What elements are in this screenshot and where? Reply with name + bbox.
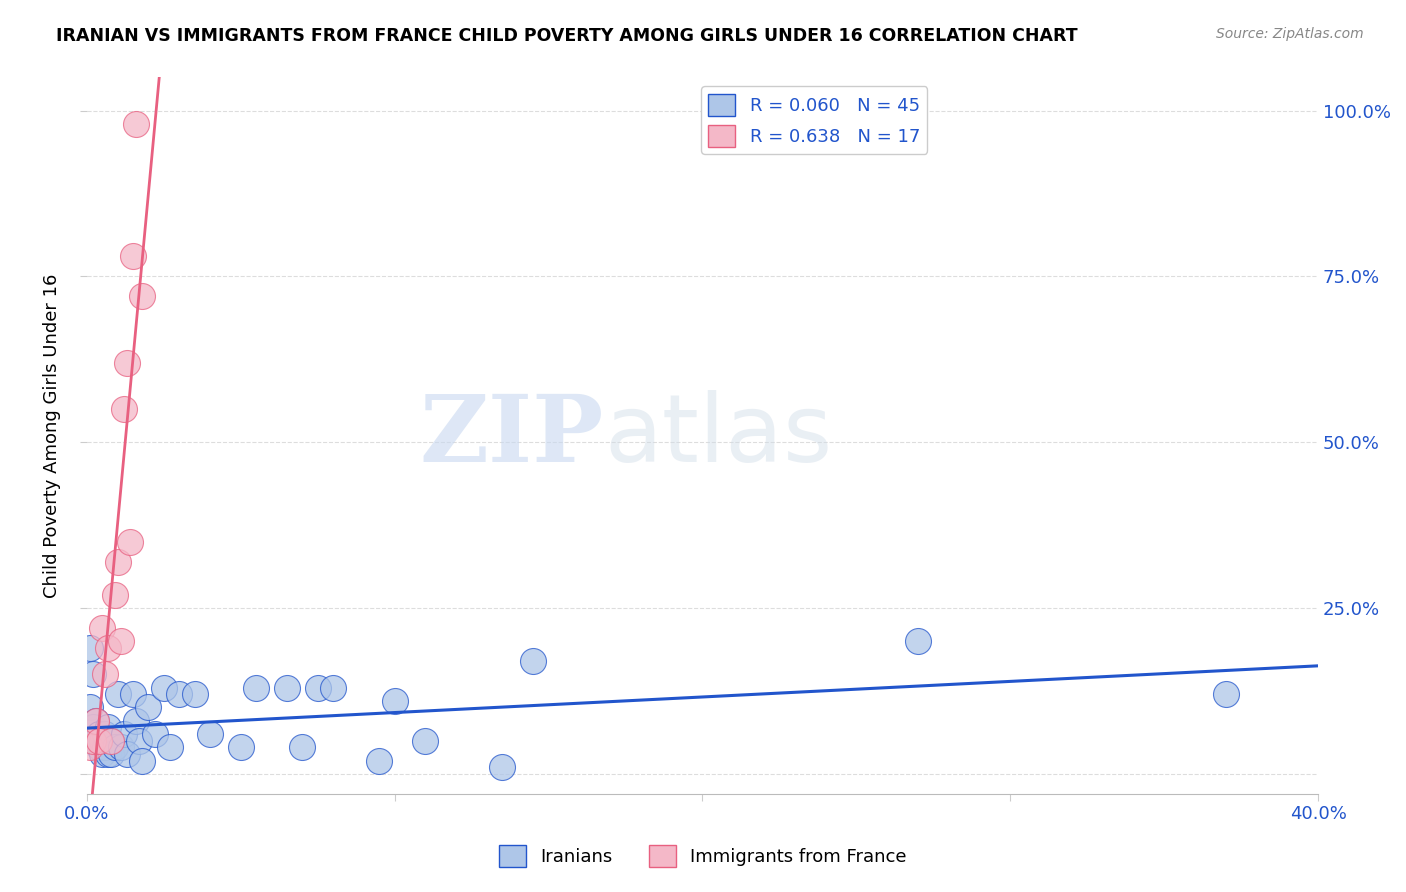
Point [79,700,101,714]
Point [415,733,437,747]
Point [103,588,125,602]
Point [491,760,513,774]
Point [94,740,117,755]
Text: Source: ZipAtlas.com: Source: ZipAtlas.com [1216,27,1364,41]
Point [100,747,122,761]
Point [159,740,181,755]
Point [100,733,122,747]
Point [97,640,120,655]
Point [384,694,406,708]
Point [94,727,117,741]
Point [89,740,111,755]
Point [79,740,101,755]
Point [138,700,160,714]
Point [368,754,391,768]
Legend: Iranians, Immigrants from France: Iranians, Immigrants from France [492,838,914,874]
Point [82,720,104,734]
Point [122,687,145,701]
Point [125,117,148,131]
Point [110,634,132,648]
Point [94,667,117,681]
Point [322,681,344,695]
Point [125,714,148,728]
Point [131,754,153,768]
Point [276,681,298,695]
Point [91,621,114,635]
Point [84,733,107,747]
Point [89,727,111,741]
Point [522,654,544,668]
Point [100,733,122,747]
Point [112,727,135,741]
Point [291,740,314,755]
Point [84,714,107,728]
Point [122,250,145,264]
Point [84,714,107,728]
Point [107,687,129,701]
Text: IRANIAN VS IMMIGRANTS FROM FRANCE CHILD POVERTY AMONG GIRLS UNDER 16 CORRELATION: IRANIAN VS IMMIGRANTS FROM FRANCE CHILD … [56,27,1078,45]
Point [115,747,138,761]
Point [131,289,153,303]
Point [112,402,135,417]
Point [97,747,120,761]
Point [152,681,174,695]
Point [79,640,101,655]
Point [245,681,267,695]
Point [118,534,141,549]
Point [115,356,138,370]
Point [1215,687,1237,701]
Legend: R = 0.060   N = 45, R = 0.638   N = 17: R = 0.060 N = 45, R = 0.638 N = 17 [702,87,928,154]
Text: ZIP: ZIP [420,391,605,481]
Point [82,667,104,681]
Point [198,727,221,741]
Point [183,687,205,701]
Point [167,687,190,701]
Y-axis label: Child Poverty Among Girls Under 16: Child Poverty Among Girls Under 16 [44,273,60,598]
Point [229,740,252,755]
Point [91,733,114,747]
Point [128,733,150,747]
Point [107,555,129,569]
Point [907,634,929,648]
Point [82,733,104,747]
Point [143,727,166,741]
Text: atlas: atlas [605,390,832,482]
Point [110,740,132,755]
Point [307,681,329,695]
Point [89,733,111,747]
Point [97,720,120,734]
Point [103,740,125,755]
Point [91,747,114,761]
